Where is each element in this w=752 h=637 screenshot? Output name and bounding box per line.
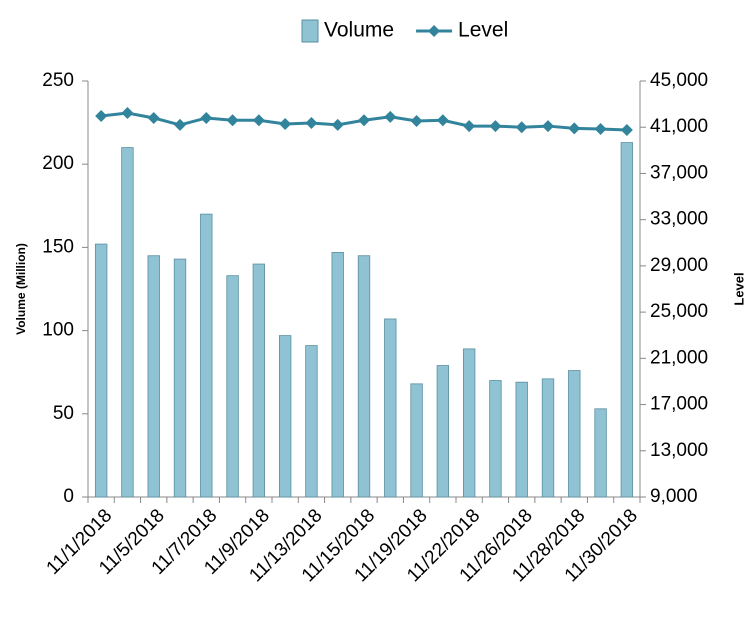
bar <box>331 251 344 498</box>
bar <box>305 345 318 498</box>
line-marker <box>542 120 554 133</box>
bar <box>620 142 634 498</box>
bar <box>226 275 239 498</box>
bar <box>278 335 292 498</box>
bar <box>541 378 555 498</box>
y2-tick-label: 13,000 <box>650 440 708 461</box>
line-marker <box>515 121 528 134</box>
line-marker <box>594 122 607 135</box>
y2-tick-label: 29,000 <box>650 255 708 276</box>
y2-tick-label: 41,000 <box>650 116 708 137</box>
line-marker <box>463 120 476 133</box>
bar <box>121 147 134 498</box>
bar <box>252 263 266 498</box>
line-marker <box>305 116 318 129</box>
line-marker <box>95 110 108 123</box>
y-tick-label: 0 <box>63 486 74 507</box>
y2-tick-label: 37,000 <box>650 162 708 183</box>
legend-label: Level <box>458 19 508 42</box>
y2-tick-label: 45,000 <box>650 70 708 91</box>
line-marker <box>174 118 186 131</box>
line-marker <box>568 122 581 135</box>
line-marker <box>620 123 633 136</box>
y2-tick-label: 17,000 <box>650 394 708 415</box>
bar <box>200 213 213 498</box>
y-tick-label: 250 <box>42 70 74 91</box>
bar <box>515 381 528 498</box>
line-marker <box>410 114 423 127</box>
y2-tick-label: 21,000 <box>650 347 708 368</box>
bar <box>489 380 502 498</box>
bar <box>147 255 160 498</box>
y-tick-label: 100 <box>42 320 74 341</box>
bar <box>436 365 450 498</box>
y2-tick-label: 33,000 <box>650 209 708 230</box>
line-marker <box>200 111 213 124</box>
bar <box>357 255 371 498</box>
line-marker <box>331 118 344 131</box>
y2-tick-label: 9,000 <box>650 486 698 507</box>
y-tick-label: 150 <box>42 236 74 257</box>
line-marker <box>279 117 292 130</box>
bar <box>173 258 187 498</box>
y2-tick-label: 25,000 <box>650 301 708 322</box>
line-marker <box>147 111 160 124</box>
y-axis-label: Volume (Million) <box>14 243 28 335</box>
bar <box>384 318 397 498</box>
line-marker <box>384 110 397 123</box>
bar <box>94 243 108 498</box>
line-marker <box>489 120 502 133</box>
line-marker <box>121 107 134 120</box>
line-marker <box>226 114 239 127</box>
bar <box>568 370 581 498</box>
line-marker <box>252 114 265 127</box>
line-marker <box>358 114 370 127</box>
y-tick-label: 50 <box>53 403 74 424</box>
legend-swatch <box>301 19 319 43</box>
bar <box>462 348 476 498</box>
legend-label: Volume <box>324 19 394 42</box>
bar <box>594 408 607 498</box>
bar <box>410 383 423 498</box>
y2-axis-label: Level <box>731 272 746 305</box>
y-tick-label: 200 <box>42 153 74 174</box>
line-marker <box>436 114 449 127</box>
legend-marker <box>428 25 441 37</box>
